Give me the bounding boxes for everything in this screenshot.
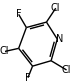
Text: F: F <box>25 73 31 83</box>
Text: Cl: Cl <box>51 3 61 13</box>
Text: F: F <box>16 9 21 19</box>
Text: N: N <box>56 34 63 44</box>
Text: Cl: Cl <box>0 46 10 56</box>
Text: Cl: Cl <box>62 65 71 75</box>
